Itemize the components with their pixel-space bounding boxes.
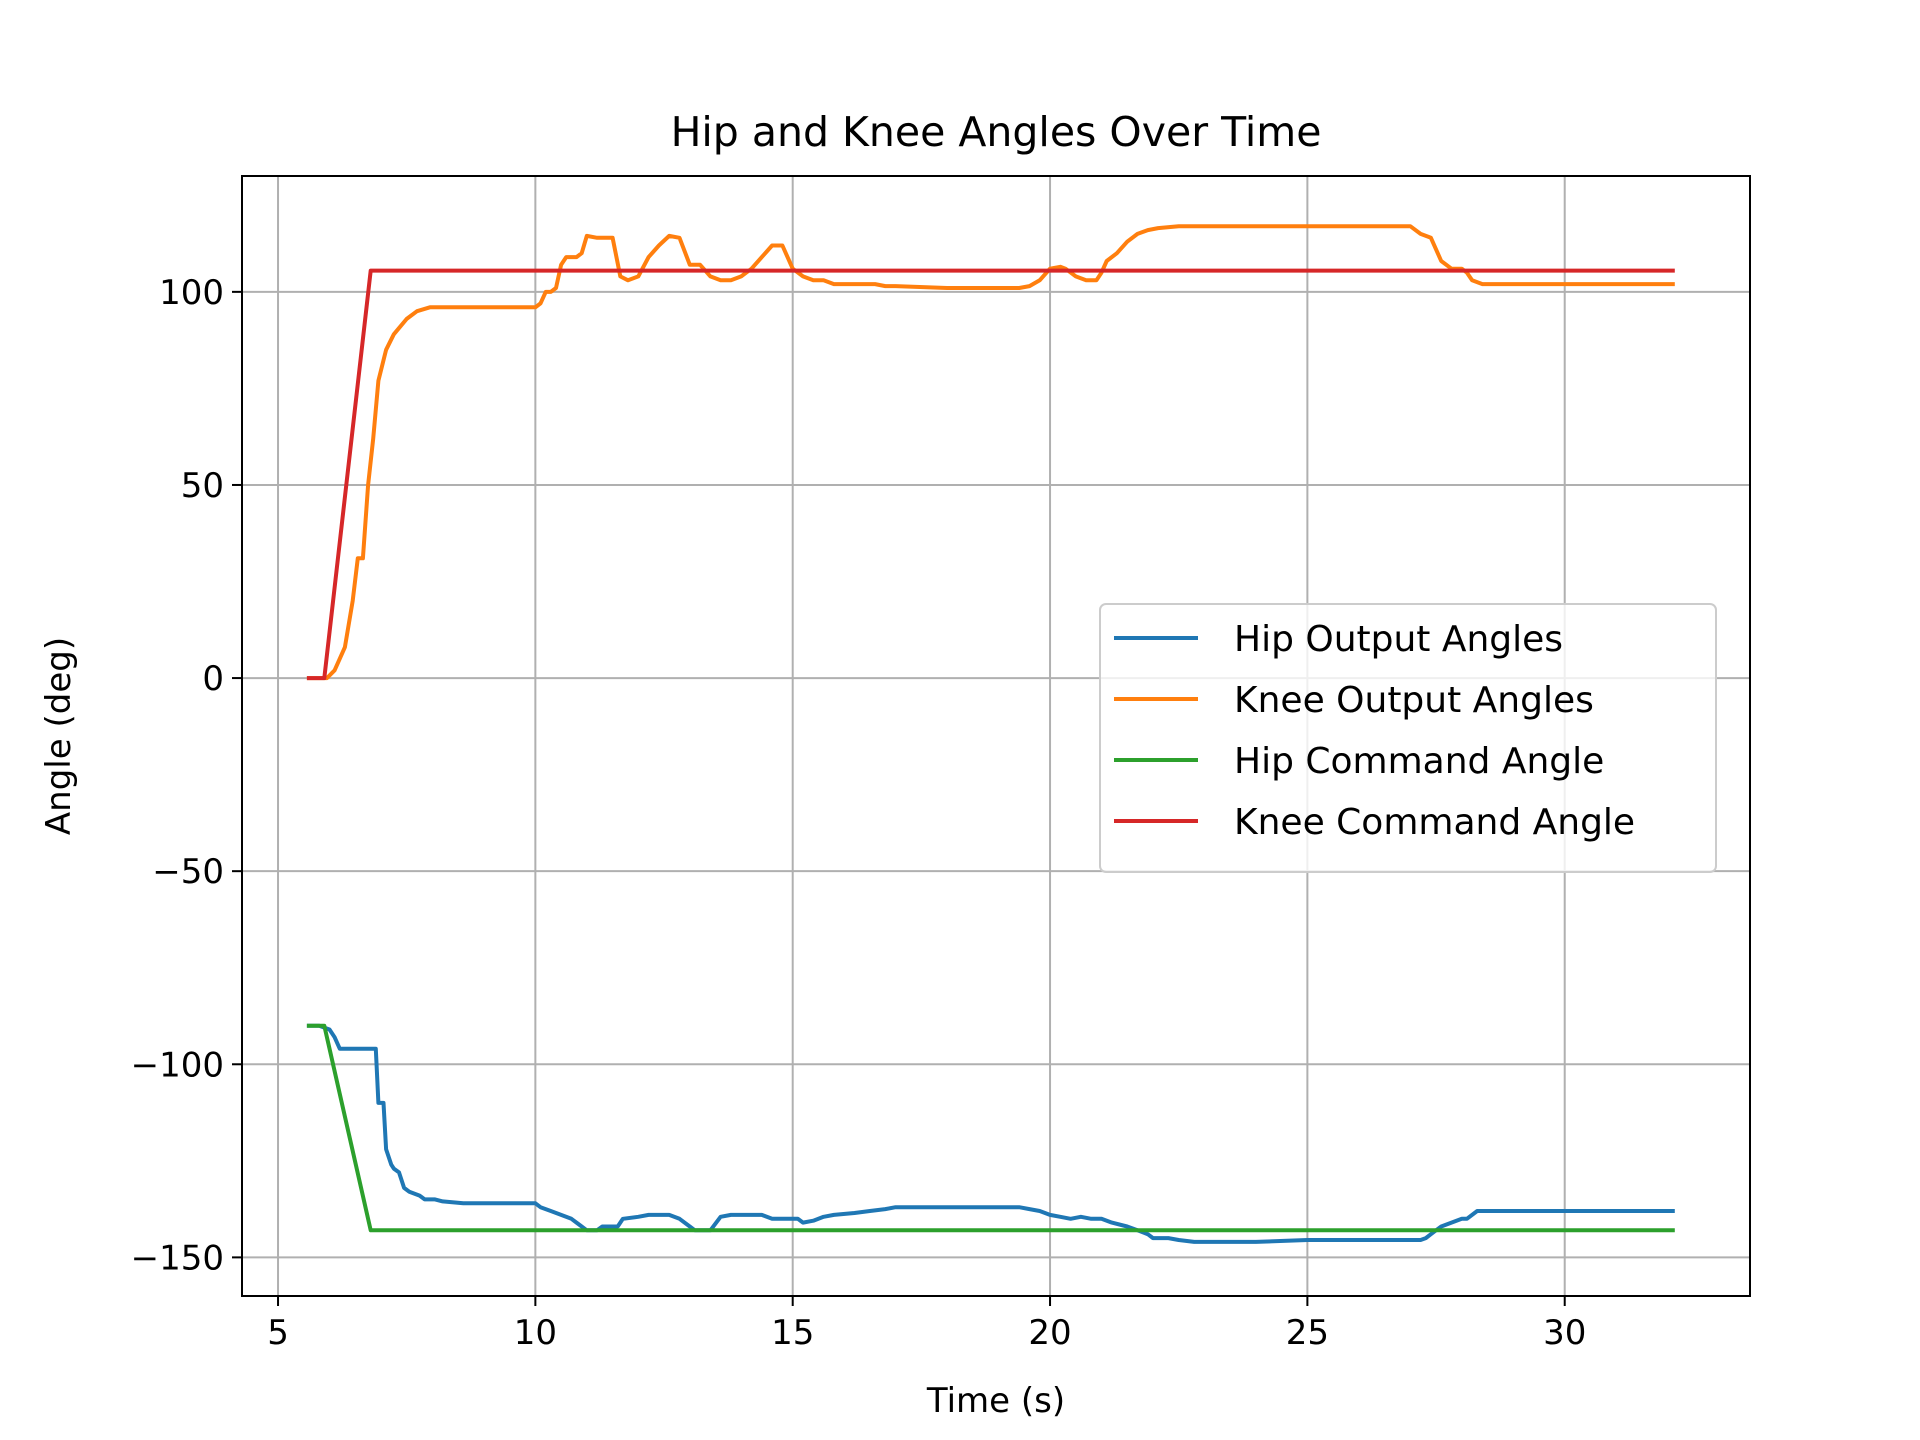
y-tick-label: −150 — [131, 1238, 224, 1278]
plot-area-frame — [241, 175, 1751, 1297]
hip-command-angle-line — [306, 1023, 1675, 1233]
plot-series — [306, 224, 1675, 1244]
legend-label: Hip Command Angle — [1234, 741, 1604, 782]
x-tick-label: 25 — [1286, 1313, 1329, 1353]
legend-box — [1099, 603, 1717, 873]
x-tick-label: 20 — [1028, 1313, 1071, 1353]
x-axis-label: Time (s) — [926, 1381, 1065, 1421]
x-axis: 5 10 15 20 25 30 — [267, 1296, 1586, 1353]
knee-command-angle-line — [306, 268, 1675, 681]
legend-label: Hip Output Angles — [1234, 619, 1563, 660]
y-tick-label: −100 — [131, 1045, 224, 1085]
y-tick-label: 0 — [202, 659, 224, 699]
x-tick-label: 10 — [514, 1313, 557, 1353]
legend-label: Knee Output Angles — [1234, 680, 1594, 721]
y-axis-label: Angle (deg) — [39, 637, 79, 835]
legend-label: Knee Command Angle — [1234, 802, 1635, 843]
y-tick-label: −50 — [152, 852, 224, 892]
x-tick-label: 30 — [1543, 1313, 1586, 1353]
y-tick-label: 100 — [159, 273, 224, 313]
knee-output-angles-line — [306, 224, 1675, 681]
x-tick-label: 5 — [267, 1313, 289, 1353]
y-axis: −150 −100 −50 0 50 100 — [131, 273, 242, 1278]
x-tick-label: 15 — [771, 1313, 814, 1353]
chart-title: Hip and Knee Angles Over Time — [671, 108, 1322, 156]
y-tick-label: 50 — [181, 466, 224, 506]
legend: Hip Output Angles Knee Output Angles Hip C… — [1099, 603, 1717, 873]
hip-output-angles-line — [306, 1023, 1675, 1244]
